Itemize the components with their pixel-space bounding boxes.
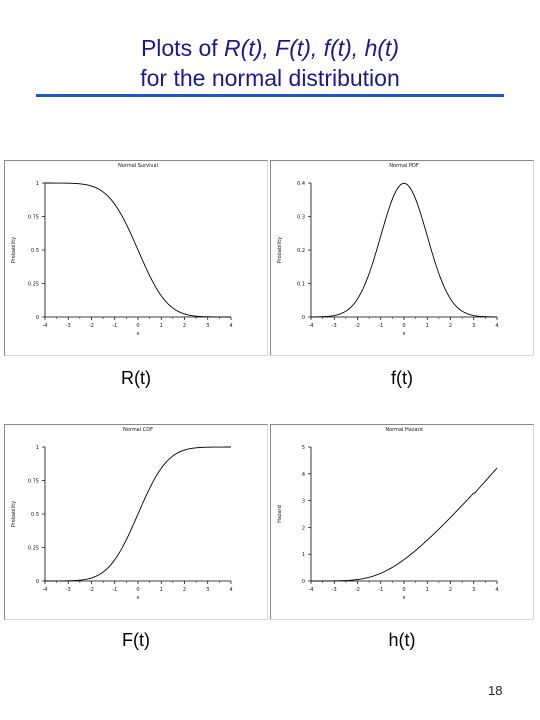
x-tick-label: -3 bbox=[332, 587, 337, 593]
caption-hazard: h(t) bbox=[388, 630, 416, 650]
y-tick-label: 0.25 bbox=[28, 546, 39, 552]
series-line bbox=[45, 182, 231, 318]
survival-chart: Normal Survival 0 0.25 0.5 0.75 1 -4 -3 -2 -1 0 1 2 3… bbox=[11, 163, 233, 337]
x-tick-label: 4 bbox=[495, 323, 498, 329]
y-axis-label: Probability bbox=[277, 237, 283, 263]
x-tick-label: -1 bbox=[378, 587, 383, 593]
x-tick-label: -3 bbox=[66, 587, 71, 593]
x-tick-label: 0 bbox=[402, 587, 405, 593]
y-tick-label: 0.25 bbox=[28, 282, 39, 288]
y-tick-label: 0.75 bbox=[28, 479, 39, 485]
x-tick-label: 4 bbox=[229, 323, 232, 329]
x-tick-label: -4 bbox=[43, 323, 48, 329]
x-tick-label: 3 bbox=[472, 587, 475, 593]
cdf-chart: Normal CDF 0 0.25 0.5 0.75 1 -4 -3 -2 -1 0 1 2 3 4 x Pro… bbox=[11, 427, 233, 601]
title-prefix: Plots of bbox=[140, 35, 225, 61]
y-tick-label: 5 bbox=[302, 445, 305, 451]
x-tick-label: -2 bbox=[355, 323, 360, 329]
plot-title: Normal Survival bbox=[118, 163, 158, 169]
x-tick-label: 2 bbox=[449, 587, 452, 593]
x-tick-label: -1 bbox=[112, 587, 117, 593]
y-tick-label: 1 bbox=[36, 181, 39, 187]
y-axis-label: Probability bbox=[11, 501, 17, 527]
y-tick-label: 3 bbox=[302, 499, 305, 505]
hazard-chart: Normal Hazard 0 1 2 3 4 5 -4 -3 -2 -1 0 1 2 3 4 x Hazard bbox=[277, 427, 499, 601]
chart-panel-cdf: Normal CDF 0 0.25 0.5 0.75 1 -4 -3 -2 -1 0 1 2 3 4 x Pro… bbox=[4, 424, 268, 620]
plot-title: Normal PDF bbox=[389, 163, 419, 169]
y-tick-label: 0 bbox=[302, 579, 305, 585]
plot-title: Normal Hazard bbox=[385, 427, 422, 433]
series-line bbox=[45, 446, 231, 582]
y-axis-label: Hazard bbox=[277, 505, 283, 523]
x-tick-label: 2 bbox=[449, 323, 452, 329]
x-tick-label: 1 bbox=[160, 587, 163, 593]
caption-cdf: F(t) bbox=[122, 630, 150, 650]
x-tick-label: 0 bbox=[136, 323, 139, 329]
series-line bbox=[311, 467, 498, 582]
chart-panel-pdf: Normal PDF 0 0.1 0.2 0.3 0.4 -4 -3 -2 -1 0 1 2 3 4 x Pro… bbox=[270, 160, 534, 356]
x-tick-label: 3 bbox=[206, 323, 209, 329]
x-tick-label: -1 bbox=[112, 323, 117, 329]
page-number: 18 bbox=[488, 683, 503, 698]
slide-title-line-1: Plots of R(t), F(t), f(t), h(t) bbox=[0, 34, 540, 62]
pdf-chart: Normal PDF 0 0.1 0.2 0.3 0.4 -4 -3 -2 -1 0 1 2 3 4 x Pro… bbox=[277, 163, 499, 337]
y-axis-label: Probability bbox=[11, 237, 17, 263]
y-tick-label: 0.4 bbox=[297, 181, 305, 187]
x-axis-label: x bbox=[403, 595, 406, 601]
x-tick-label: 2 bbox=[183, 587, 186, 593]
x-tick-label: 0 bbox=[402, 323, 405, 329]
title-underline bbox=[36, 94, 504, 97]
y-tick-label: 0.5 bbox=[31, 512, 39, 518]
x-tick-label: -3 bbox=[332, 323, 337, 329]
y-tick-label: 0.2 bbox=[297, 248, 305, 254]
y-tick-label: 0.1 bbox=[297, 282, 305, 288]
x-axis-label: x bbox=[137, 331, 140, 337]
y-tick-label: 0 bbox=[36, 315, 39, 321]
x-tick-label: -2 bbox=[89, 323, 94, 329]
x-tick-label: -2 bbox=[355, 587, 360, 593]
x-tick-label: -2 bbox=[89, 587, 94, 593]
caption-pdf: f(t) bbox=[391, 368, 413, 388]
x-tick-label: 3 bbox=[206, 587, 209, 593]
x-tick-label: -1 bbox=[378, 323, 383, 329]
y-tick-label: 0.3 bbox=[297, 215, 305, 221]
x-axis-label: x bbox=[137, 595, 140, 601]
x-tick-label: -4 bbox=[309, 587, 314, 593]
slide-title-line-2: for the normal distribution bbox=[140, 65, 400, 91]
x-tick-label: -4 bbox=[43, 587, 48, 593]
y-tick-label: 2 bbox=[302, 525, 305, 531]
caption-survival: R(t) bbox=[121, 368, 151, 388]
y-tick-label: 1 bbox=[302, 552, 305, 558]
y-tick-label: 0 bbox=[36, 579, 39, 585]
x-axis-label: x bbox=[403, 331, 406, 337]
x-tick-label: -4 bbox=[309, 323, 314, 329]
title-functions: R(t), F(t), f(t), h(t) bbox=[224, 35, 400, 61]
x-tick-label: 3 bbox=[472, 323, 475, 329]
y-tick-label: 0 bbox=[302, 315, 305, 321]
x-tick-label: 4 bbox=[495, 587, 498, 593]
x-tick-label: 2 bbox=[183, 323, 186, 329]
y-tick-label: 0.75 bbox=[28, 215, 39, 221]
x-tick-label: 0 bbox=[136, 587, 139, 593]
x-tick-label: 1 bbox=[160, 323, 163, 329]
y-tick-label: 1 bbox=[36, 445, 39, 451]
x-tick-label: 1 bbox=[426, 587, 429, 593]
x-tick-label: -3 bbox=[66, 323, 71, 329]
x-tick-label: 4 bbox=[229, 587, 232, 593]
chart-panel-survival: Normal Survival 0 0.25 0.5 0.75 1 -4 -3 -2 -1 0 1 2 3… bbox=[4, 160, 268, 356]
plot-title: Normal CDF bbox=[123, 427, 153, 433]
chart-panel-hazard: Normal Hazard 0 1 2 3 4 5 -4 -3 -2 -1 0 1 2 3 4 x Hazard bbox=[270, 424, 534, 620]
x-tick-label: 1 bbox=[426, 323, 429, 329]
series-line bbox=[310, 182, 498, 318]
y-tick-label: 0.5 bbox=[31, 248, 39, 254]
y-tick-label: 4 bbox=[302, 472, 305, 478]
